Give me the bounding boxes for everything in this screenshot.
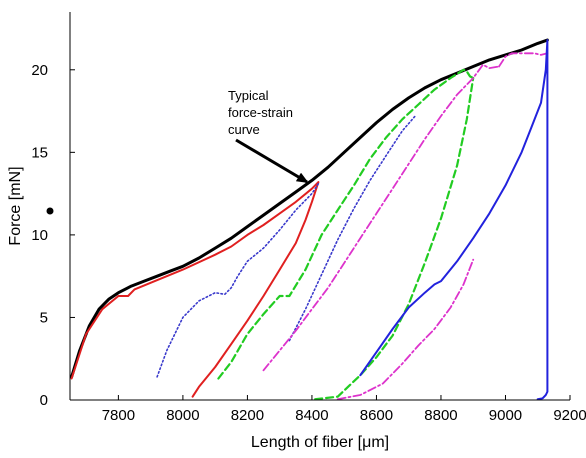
x-tick-label: 8400	[295, 407, 328, 424]
axes	[69, 12, 570, 401]
ticks: 7800 8000 8200 8400 8600 8800 9000 9200 0 5 10 15 20	[31, 62, 586, 424]
annotation: Typical force-strain curve	[228, 88, 309, 184]
x-tick-label: 8600	[360, 407, 393, 424]
x-tick-label: 8200	[231, 407, 264, 424]
y-tick-label: 10	[31, 227, 48, 244]
series-line-6	[314, 76, 475, 401]
series-layer	[70, 38, 549, 401]
series-line-7	[262, 63, 500, 372]
annotation-line-3: curve	[228, 122, 260, 137]
annotation-arrow	[235, 138, 309, 184]
annotation-line-2: force-strain	[228, 105, 293, 120]
y-tick-label: 15	[31, 144, 48, 161]
series-line-9	[498, 52, 549, 68]
x-tick-label: 8800	[424, 407, 457, 424]
x-axis-label: Length of fiber [μm]	[251, 434, 389, 451]
series-line-5	[217, 68, 475, 380]
y-tick-label: 0	[40, 392, 48, 409]
stray-dot-marker	[46, 207, 54, 215]
y-tick-label: 5	[40, 309, 48, 326]
x-tick-label: 9000	[489, 407, 522, 424]
series-line-2	[70, 181, 320, 398]
x-tick-label: 9200	[553, 407, 586, 424]
y-axis-label: Force [mN]	[7, 166, 24, 245]
y-tick-label: 20	[31, 62, 48, 79]
series-line-4	[288, 115, 417, 342]
annotation-line-1: Typical	[228, 88, 269, 103]
series-line-8	[336, 258, 475, 401]
series-line-3	[156, 182, 320, 378]
x-tick-label: 7800	[102, 407, 135, 424]
x-tick-label: 8000	[166, 407, 199, 424]
series-line-10	[359, 39, 549, 401]
